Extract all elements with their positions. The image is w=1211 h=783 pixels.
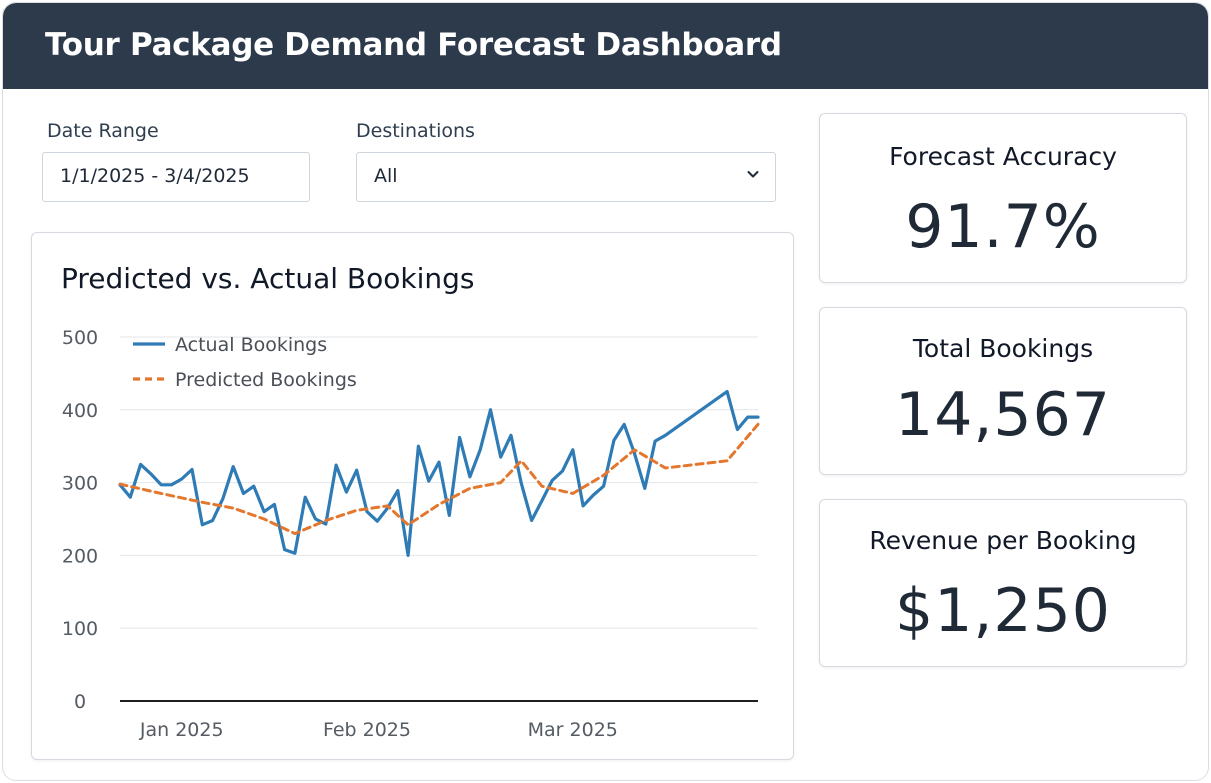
kpi-label-total-bookings: Total Bookings — [912, 334, 1094, 363]
y-tick-label: 400 — [62, 400, 98, 422]
y-tick-label: 100 — [62, 618, 98, 640]
date-range-value: 1/1/2025 - 3/4/2025 — [60, 165, 250, 187]
kpi-value-forecast-accuracy: 91.7% — [905, 192, 1101, 262]
x-tick-label: Mar 2025 — [528, 719, 618, 741]
y-tick-label: 300 — [62, 473, 98, 495]
kpi-card-revenue-per-booking: Revenue per Booking $1,250 — [819, 499, 1187, 667]
bookings-chart-card: 0 100 200 300 400 500 Jan 2025 Feb 2025 Mar 2025… — [31, 232, 794, 760]
y-tick-label: 200 — [62, 545, 98, 567]
kpi-card-total-bookings: Total Bookings 14,567 — [819, 307, 1187, 475]
chart-title: Predicted vs. Actual Bookings — [61, 262, 475, 295]
x-tick-label: Jan 2025 — [139, 719, 224, 741]
kpi-card-forecast-accuracy: Forecast Accuracy 91.7% — [819, 113, 1187, 283]
page-title: Tour Package Demand Forecast Dashboard — [45, 27, 782, 63]
header-bar: Tour Package Demand Forecast Dashboard — [3, 3, 1208, 89]
kpi-label-revenue-per-booking: Revenue per Booking — [869, 526, 1137, 555]
date-range-label: Date Range — [47, 120, 159, 142]
y-tick-label: 0 — [74, 691, 86, 713]
destinations-select[interactable]: All — [356, 152, 776, 202]
date-range-input[interactable]: 1/1/2025 - 3/4/2025 — [42, 152, 310, 202]
kpi-value-revenue-per-booking: $1,250 — [895, 576, 1111, 646]
predicted-bookings-line — [118, 422, 760, 536]
kpi-label-forecast-accuracy: Forecast Accuracy — [889, 142, 1117, 171]
legend-label: Predicted Bookings — [175, 369, 357, 391]
kpi-value-total-bookings: 14,567 — [895, 380, 1111, 450]
x-tick-label: Feb 2025 — [323, 719, 411, 741]
bookings-line-chart: 0 100 200 300 400 500 Jan 2025 Feb 2025 Mar 2025… — [62, 327, 760, 741]
destinations-value: All — [374, 165, 398, 187]
legend-label: Actual Bookings — [175, 334, 327, 356]
actual-bookings-line — [118, 390, 760, 557]
destinations-label: Destinations — [356, 120, 475, 142]
chevron-down-icon — [747, 171, 759, 178]
y-tick-label: 500 — [62, 327, 98, 349]
